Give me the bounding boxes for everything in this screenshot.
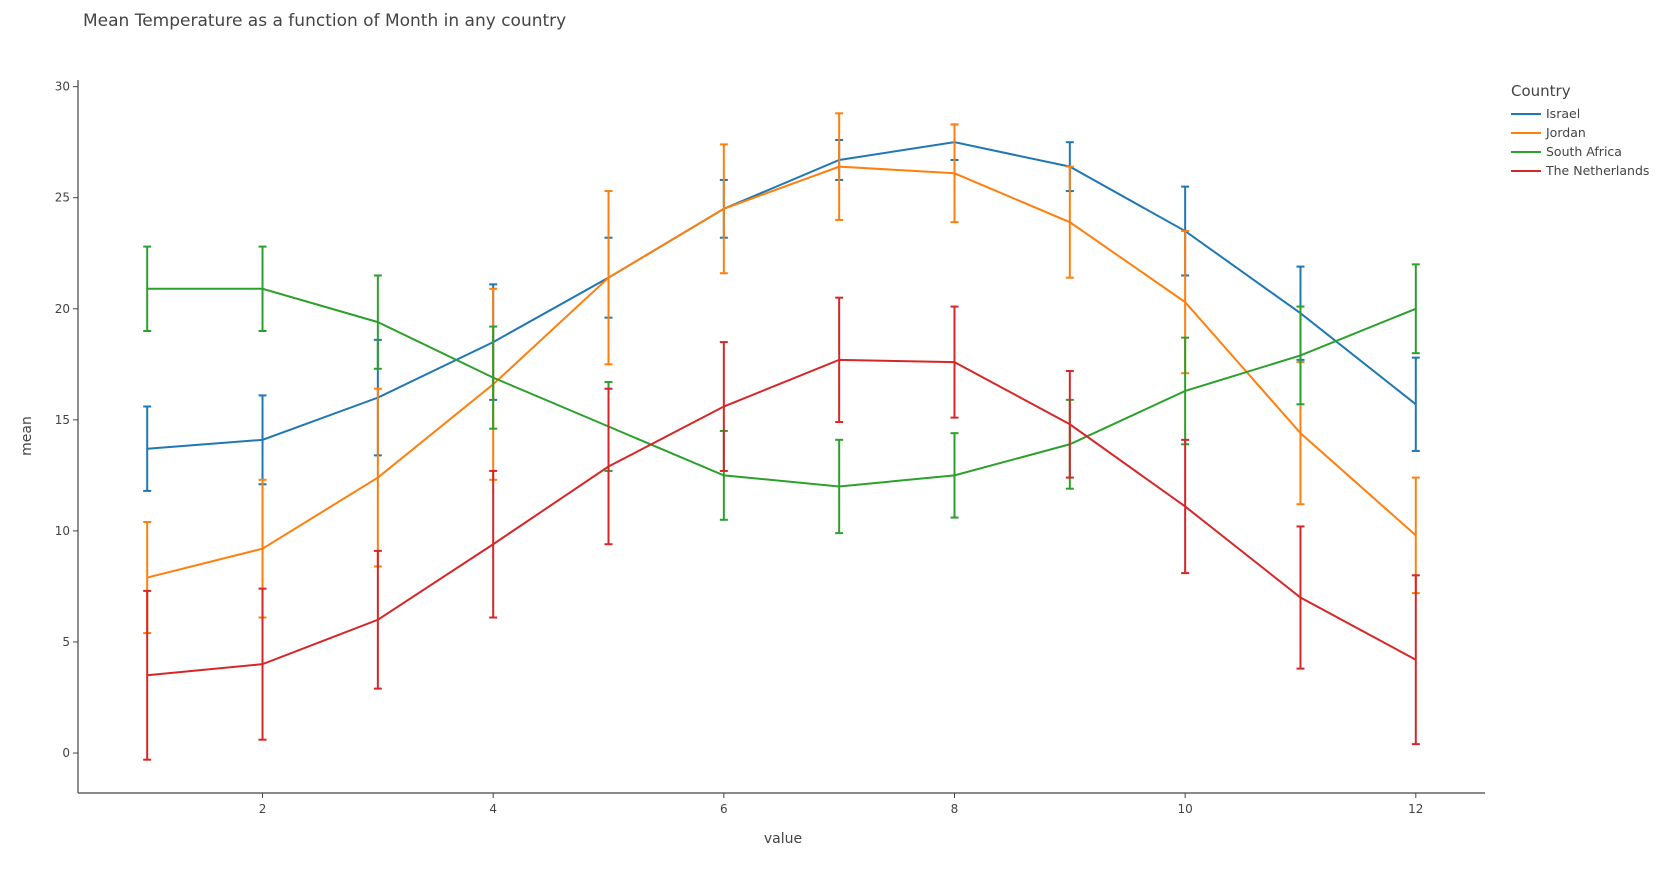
series-line bbox=[147, 141, 1417, 450]
legend-label: The Netherlands bbox=[1546, 163, 1650, 178]
x-tick-label: 6 bbox=[720, 802, 728, 816]
y-tick-label: 20 bbox=[55, 302, 70, 316]
y-tick-label: 30 bbox=[55, 80, 70, 94]
y-tick-label: 5 bbox=[62, 635, 70, 649]
series-line bbox=[147, 358, 1417, 677]
x-tick-label: 12 bbox=[1408, 802, 1423, 816]
x-tick-label: 8 bbox=[951, 802, 959, 816]
series-the-netherlands bbox=[143, 296, 1420, 761]
axes: value mean bbox=[19, 80, 1485, 847]
legend-items: Israel Jordan South Africa The Netherlands bbox=[1511, 104, 1649, 180]
y-tick-label: 25 bbox=[55, 191, 70, 205]
x-tick-label: 2 bbox=[259, 802, 267, 816]
legend: Country Israel Jordan South Africa The Neth… bbox=[1511, 82, 1649, 180]
legend-item[interactable]: South Africa bbox=[1511, 142, 1649, 161]
y-axis-title: mean bbox=[19, 416, 35, 456]
legend-item[interactable]: Jordan bbox=[1511, 123, 1649, 142]
series-group bbox=[143, 112, 1420, 761]
y-tick-label: 10 bbox=[55, 524, 70, 538]
legend-swatch bbox=[1511, 150, 1541, 153]
chart-title: Mean Temperature as a function of Month … bbox=[83, 11, 567, 31]
y-tick-label: 15 bbox=[55, 413, 70, 427]
series-line bbox=[147, 287, 1417, 488]
legend-label: Jordan bbox=[1546, 125, 1586, 140]
series-line bbox=[146, 165, 1417, 579]
x-tick-label: 4 bbox=[489, 802, 497, 816]
legend-title: Country bbox=[1511, 82, 1571, 100]
legend-item[interactable]: The Netherlands bbox=[1511, 161, 1649, 180]
legend-swatch bbox=[1511, 169, 1541, 172]
legend-item[interactable]: Israel bbox=[1511, 104, 1649, 123]
legend-swatch bbox=[1511, 131, 1541, 134]
series-jordan bbox=[143, 112, 1420, 635]
legend-label: Israel bbox=[1546, 106, 1581, 121]
legend-label: South Africa bbox=[1546, 144, 1622, 159]
series-south-africa bbox=[143, 245, 1420, 535]
tick-group: 2 4 6 8 10 12 0 5 10 15 20 25 30 bbox=[55, 80, 1424, 816]
x-tick-label: 10 bbox=[1178, 802, 1193, 816]
y-tick-label: 0 bbox=[62, 746, 70, 760]
series-israel bbox=[143, 123, 1420, 492]
x-axis-title: value bbox=[764, 831, 802, 847]
legend-swatch bbox=[1511, 112, 1541, 115]
